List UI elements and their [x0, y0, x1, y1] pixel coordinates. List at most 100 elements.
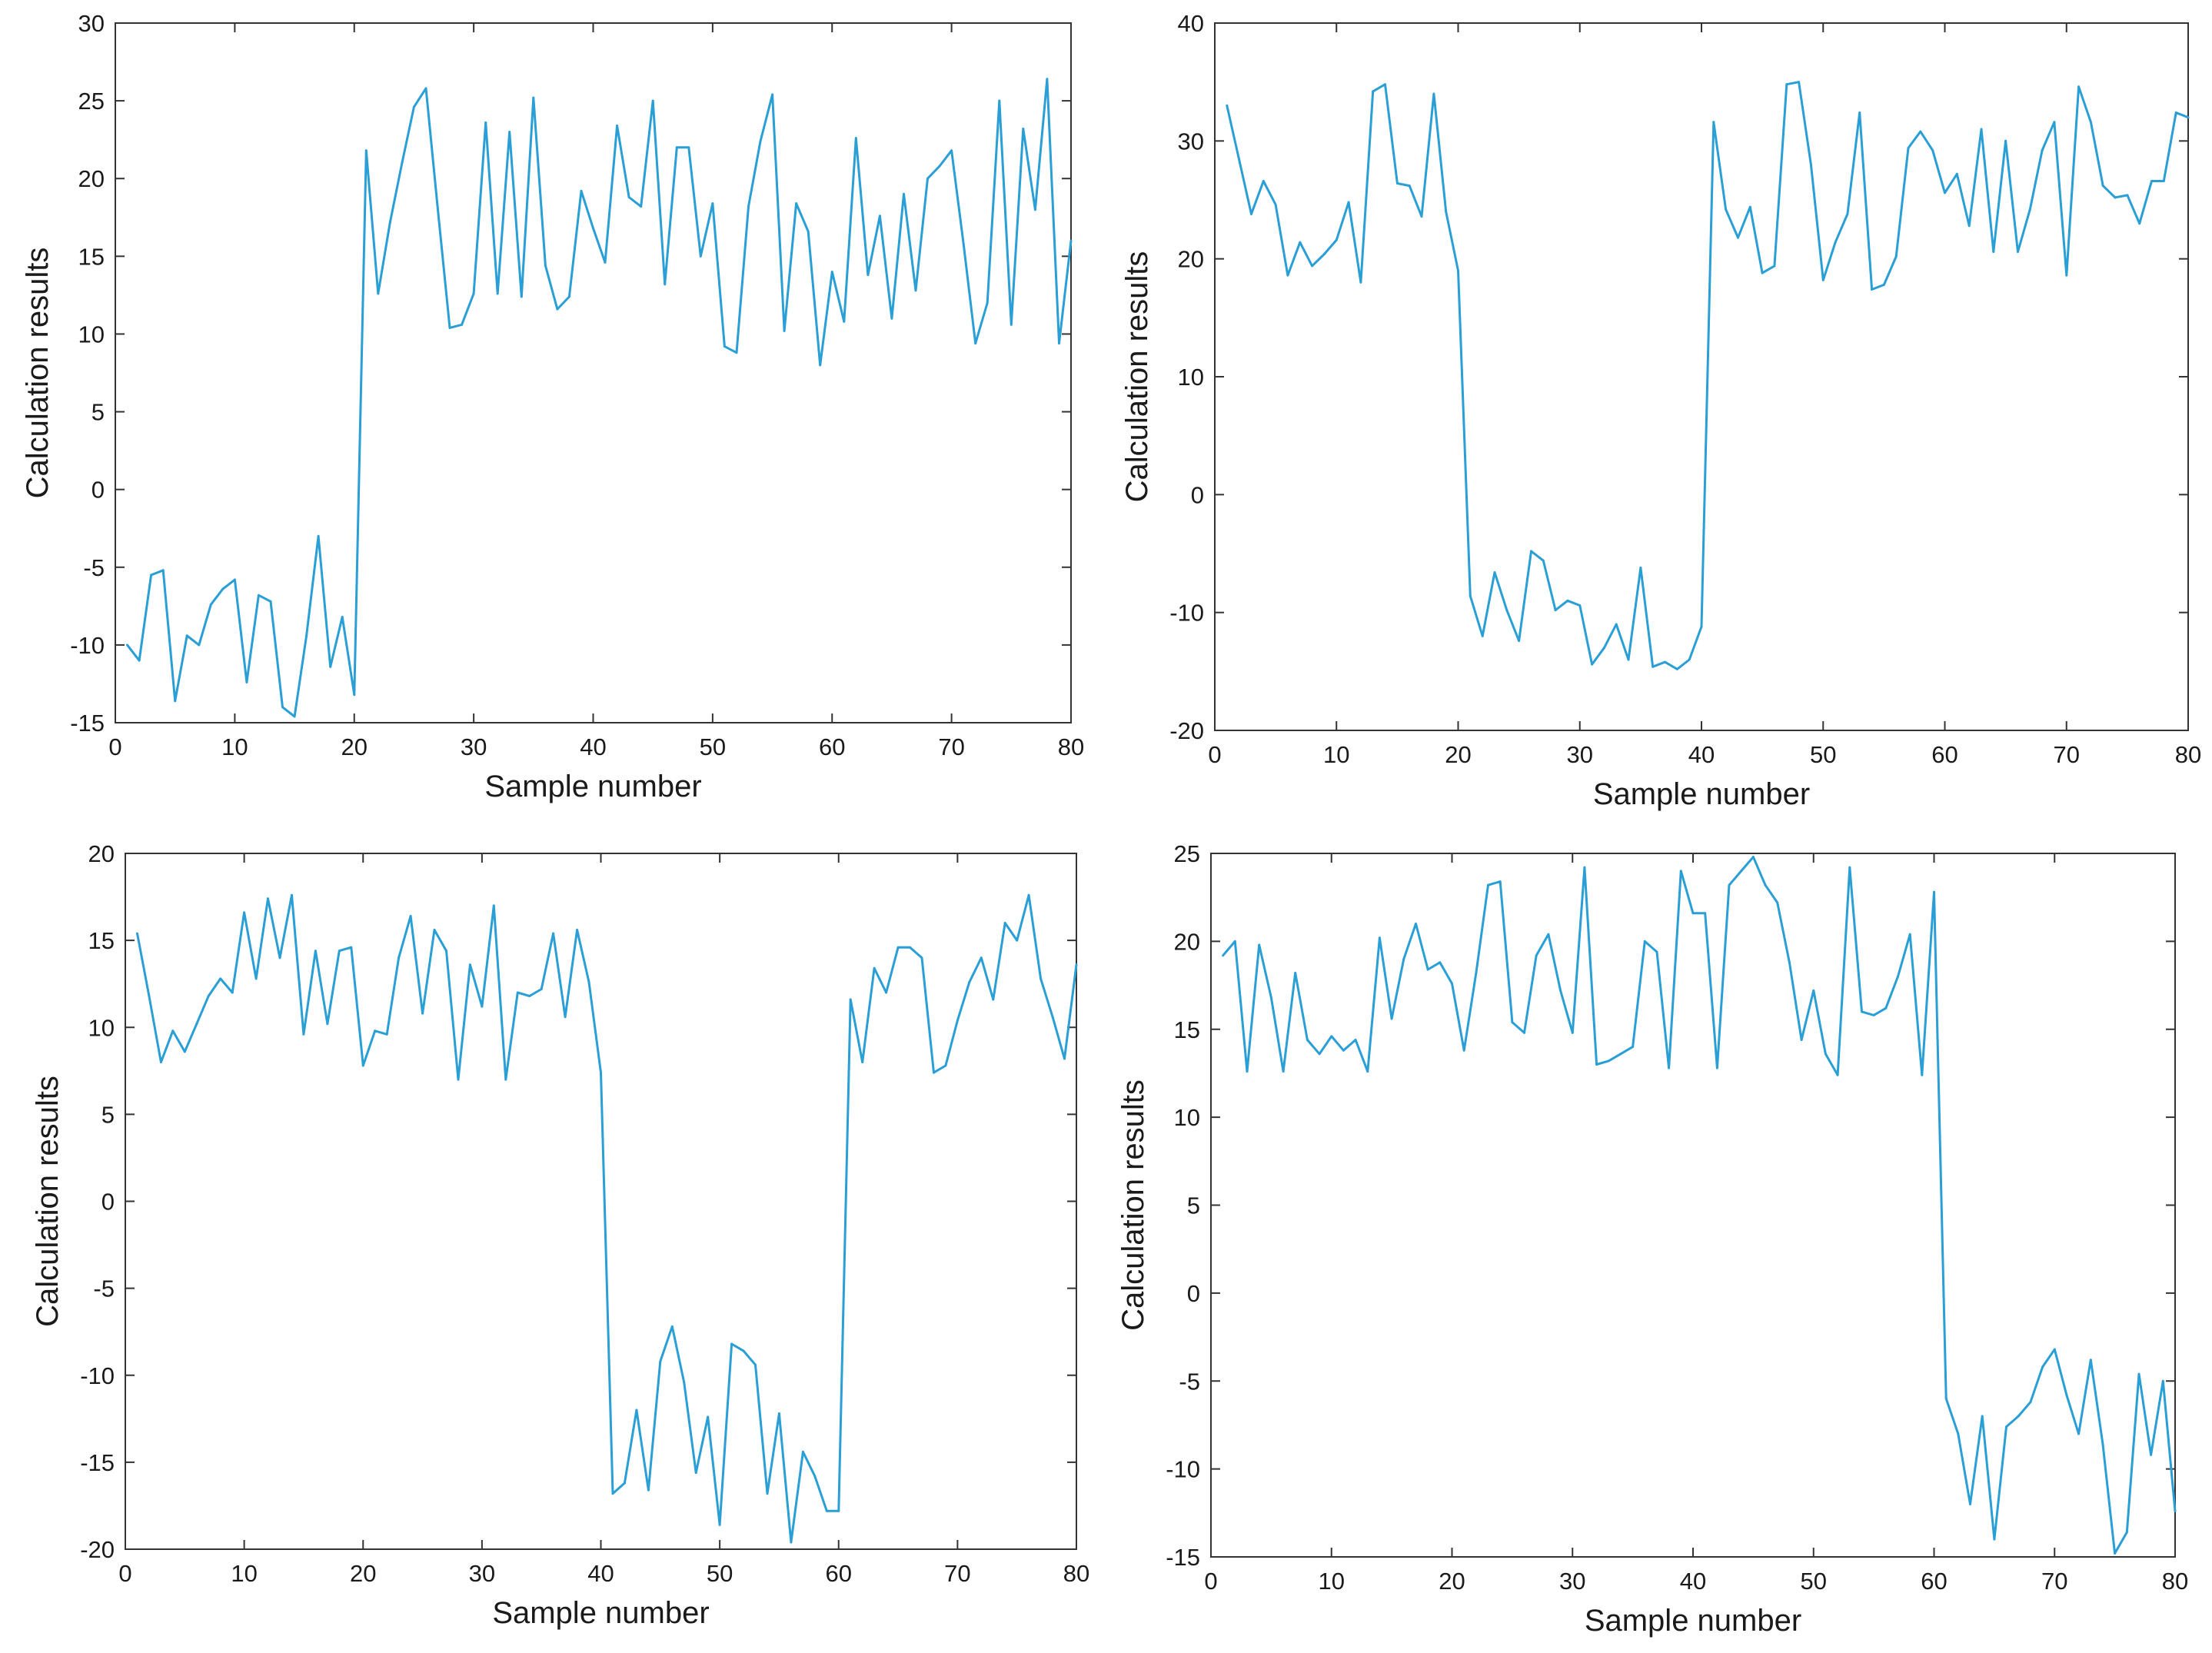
data-point [1003, 922, 1006, 924]
data-point [1897, 975, 1899, 978]
data-point [1274, 203, 1277, 206]
data-point [635, 1409, 638, 1412]
data-point [849, 998, 852, 1001]
data-point [670, 1325, 674, 1328]
data-point [1691, 912, 1695, 915]
chart-top-right: 0 10 20 30 40 50 60 70 80 -20 -10 0 10 20 30 40 Sample n… [1092, 0, 2212, 830]
data-point [409, 915, 412, 917]
data-point [516, 991, 519, 994]
plot-frame [125, 853, 1077, 1550]
data-point [1776, 901, 1779, 904]
data-point [2101, 185, 2104, 188]
data-point [293, 715, 296, 718]
data-point [777, 1412, 780, 1415]
data-point [1420, 215, 1423, 218]
data-point [278, 956, 281, 960]
data-point [1505, 609, 1508, 612]
data-point [528, 995, 531, 997]
data-point [1639, 566, 1642, 569]
data-point [659, 1360, 662, 1363]
data-point [1286, 274, 1289, 277]
x-tick-label: 50 [1801, 1568, 1827, 1595]
data-point [1063, 1057, 1066, 1060]
data-point [1872, 1013, 1875, 1016]
data-point [1233, 940, 1236, 943]
data-point [1824, 1053, 1827, 1056]
data-point [1542, 559, 1545, 562]
data-point [687, 146, 690, 149]
data-point [2187, 116, 2190, 119]
data-point [747, 205, 750, 208]
data-point [938, 165, 941, 168]
data-point [627, 196, 630, 198]
data-point [885, 991, 888, 994]
data-point [504, 1078, 507, 1081]
data-point [174, 700, 177, 703]
data-point [1968, 225, 1971, 228]
data-point [1535, 954, 1538, 957]
data-point [730, 1342, 733, 1345]
data-point [2053, 121, 2056, 124]
data-point [1773, 264, 1776, 268]
data-point [2004, 139, 2007, 142]
data-point [2114, 1552, 2117, 1555]
y-tick-label: -10 [1169, 600, 1204, 627]
data-point [998, 99, 1001, 102]
data-point [1269, 996, 1272, 999]
y-tick-label: 20 [78, 165, 105, 192]
x-tick-label: 40 [1680, 1568, 1706, 1595]
data-point [1764, 883, 1767, 886]
x-tick-label: 80 [1058, 733, 1084, 760]
data-point [2017, 251, 2019, 253]
x-tick-label: 0 [1204, 1568, 1217, 1595]
data-point [1530, 550, 1532, 553]
data-point [1846, 212, 1849, 215]
data-point [1426, 968, 1429, 971]
y-tick-label: 20 [1178, 246, 1204, 273]
y-tick-label: -10 [70, 632, 105, 659]
data-point [890, 317, 893, 320]
data-point [1615, 623, 1618, 626]
data-point [2089, 121, 2092, 124]
data-point [616, 125, 619, 127]
data-point [1493, 571, 1496, 574]
data-point [412, 105, 415, 108]
data-point [1395, 182, 1399, 185]
data-point [1511, 1021, 1514, 1024]
data-point [233, 578, 236, 581]
data-point [207, 995, 210, 997]
plot-frame [1210, 853, 2176, 1558]
data-point [2161, 1379, 2164, 1382]
y-tick-label: -15 [80, 1449, 115, 1476]
data-point [867, 274, 870, 277]
data-point [2077, 85, 2081, 88]
data-point [457, 1078, 460, 1081]
data-point [2029, 1401, 2032, 1404]
data-point [956, 1019, 959, 1022]
data-point [1993, 1538, 1996, 1541]
data-point [257, 594, 260, 597]
data-point [1884, 1006, 1888, 1009]
data-point [1619, 1053, 1622, 1056]
y-tick-label: 0 [91, 477, 105, 504]
data-point [920, 956, 923, 960]
y-axis-label: Calculation results [21, 248, 55, 499]
y-tick-label: 10 [88, 1014, 115, 1041]
y-tick-label: 25 [1174, 840, 1200, 867]
data-point [492, 904, 495, 907]
data-point [302, 1033, 305, 1036]
x-tick-label: 60 [1921, 1568, 1947, 1595]
data-point [1445, 210, 1448, 213]
data-point [795, 202, 798, 205]
data-point [1342, 1049, 1345, 1052]
x-tick-label: 30 [461, 733, 487, 760]
data-point [1226, 104, 1229, 107]
data-point [1725, 208, 1728, 211]
y-tick-label: 0 [1191, 481, 1204, 508]
x-tick-label: 20 [341, 733, 368, 760]
data-point [1992, 251, 1995, 253]
y-tick-label: 10 [1178, 364, 1204, 391]
data-point [1728, 883, 1731, 886]
data-point [341, 616, 344, 618]
data-point [1712, 121, 1715, 124]
